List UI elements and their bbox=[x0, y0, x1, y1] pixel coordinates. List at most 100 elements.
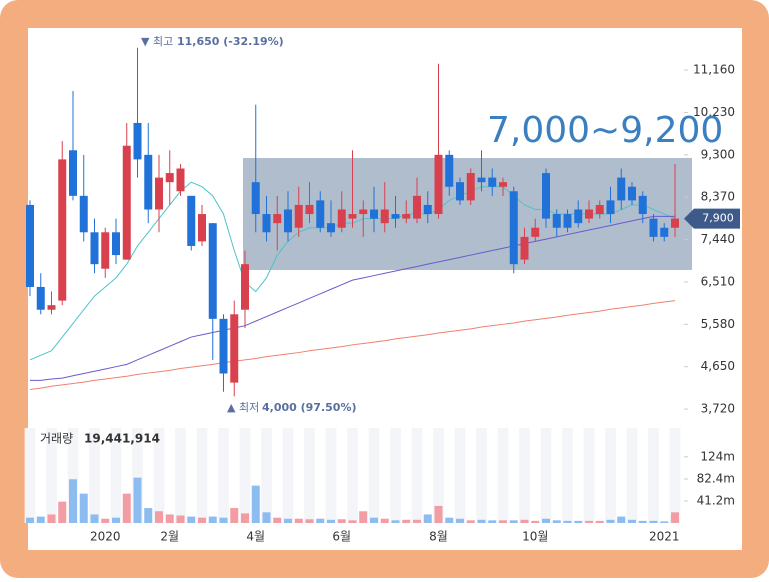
candle-body bbox=[241, 264, 249, 310]
candle-body bbox=[155, 177, 163, 210]
volume-bar bbox=[69, 479, 77, 523]
y-tick-label: 8,370 bbox=[701, 190, 735, 204]
candle-body bbox=[391, 214, 400, 219]
x-tick-label: 2021 bbox=[649, 530, 680, 544]
volume-stripe bbox=[282, 428, 294, 523]
volume-bar bbox=[36, 516, 45, 523]
x-tick-label: 2월 bbox=[160, 530, 179, 544]
candle-body bbox=[47, 305, 56, 310]
candle-body bbox=[262, 214, 271, 233]
volume-stripe bbox=[175, 428, 186, 523]
volume-stripe bbox=[304, 428, 315, 523]
volume-tick-label: 82.4m bbox=[697, 472, 735, 486]
volume-bar bbox=[445, 517, 454, 523]
candle-body bbox=[36, 286, 45, 310]
volume-bar bbox=[649, 520, 658, 523]
volume-bar bbox=[520, 519, 529, 523]
candle-body bbox=[574, 209, 583, 224]
volume-stripe bbox=[476, 428, 487, 523]
volume-stripe bbox=[239, 428, 251, 523]
volume-total: 19,441,914 bbox=[84, 432, 160, 446]
candle-body bbox=[434, 154, 443, 215]
candle-body bbox=[58, 159, 67, 301]
volume-bar bbox=[133, 477, 142, 523]
high-text: 11,650 (-32.19%) bbox=[177, 35, 284, 48]
candle-body bbox=[176, 168, 185, 192]
candle-body bbox=[542, 173, 550, 219]
volume-stripe bbox=[626, 428, 638, 523]
volume-stripe bbox=[605, 428, 616, 523]
candle-body bbox=[337, 209, 346, 228]
volume-bar bbox=[359, 511, 368, 523]
candle-body bbox=[370, 209, 378, 219]
volume-bar bbox=[380, 518, 389, 523]
volume-stripe bbox=[390, 428, 401, 523]
candle-body bbox=[660, 227, 669, 237]
volume-stripe bbox=[454, 428, 466, 523]
volume-bar bbox=[671, 512, 679, 523]
candle-body bbox=[144, 154, 153, 210]
volume-stripe bbox=[497, 428, 509, 523]
volume-bar bbox=[112, 517, 120, 523]
volume-bar bbox=[413, 519, 421, 523]
volume-bar bbox=[155, 511, 163, 523]
candle-body bbox=[617, 177, 626, 201]
volume-bar bbox=[391, 520, 400, 523]
volume-bar bbox=[251, 485, 260, 523]
volume-bar bbox=[552, 520, 561, 523]
volume-stripe bbox=[67, 428, 79, 523]
candle-body bbox=[563, 214, 572, 228]
chart-panel bbox=[28, 28, 742, 550]
volume-stripe bbox=[368, 428, 380, 523]
candle-body bbox=[509, 191, 518, 265]
volume-bar bbox=[316, 518, 325, 523]
candle-body bbox=[198, 214, 206, 242]
volume-stripe bbox=[325, 428, 337, 523]
candle-body bbox=[488, 177, 497, 187]
current-price-label: 7,900 bbox=[702, 212, 734, 225]
volume-bar bbox=[606, 519, 615, 523]
volume-bar bbox=[595, 520, 604, 523]
volume-bar bbox=[477, 519, 486, 523]
volume-bar bbox=[273, 517, 282, 523]
candle-body bbox=[90, 232, 99, 265]
volume-stripe bbox=[562, 428, 573, 523]
candle-body bbox=[638, 195, 647, 215]
volume-stripe bbox=[218, 428, 229, 523]
candle-body bbox=[219, 318, 228, 374]
candle-body bbox=[413, 195, 421, 219]
candle-body bbox=[531, 227, 540, 237]
high-marker: ▼ 최고 bbox=[141, 35, 173, 48]
volume-bar bbox=[488, 520, 497, 523]
volume-bar bbox=[122, 493, 131, 523]
y-tick-label: 4,650 bbox=[701, 359, 735, 373]
candle-body bbox=[165, 173, 174, 183]
volume-stripe bbox=[519, 428, 530, 523]
candle-body bbox=[284, 209, 292, 233]
candle-body bbox=[606, 200, 615, 215]
volume-stripe bbox=[89, 428, 100, 523]
volume-bar bbox=[585, 520, 593, 523]
candle-body bbox=[69, 150, 77, 196]
volume-stripe bbox=[46, 428, 57, 523]
volume-bar bbox=[26, 517, 34, 523]
volume-bar bbox=[456, 518, 464, 523]
volume-stripe bbox=[196, 428, 208, 523]
volume-bar bbox=[198, 517, 206, 523]
volume-bar bbox=[434, 505, 443, 523]
candle-body bbox=[305, 204, 314, 215]
volume-stripe bbox=[24, 428, 36, 523]
y-tick-label: 6,510 bbox=[701, 274, 735, 288]
volume-bar bbox=[660, 521, 669, 523]
candle-body bbox=[133, 122, 142, 160]
x-tick-label: 8월 bbox=[429, 530, 448, 544]
volume-bar bbox=[531, 520, 540, 523]
moving-average bbox=[29, 300, 676, 390]
candle-body bbox=[112, 232, 120, 256]
candle-body bbox=[466, 173, 475, 201]
candle-body bbox=[552, 214, 561, 228]
volume-stripe bbox=[669, 428, 681, 523]
volume-bar bbox=[509, 520, 518, 523]
volume-bar bbox=[305, 519, 314, 523]
